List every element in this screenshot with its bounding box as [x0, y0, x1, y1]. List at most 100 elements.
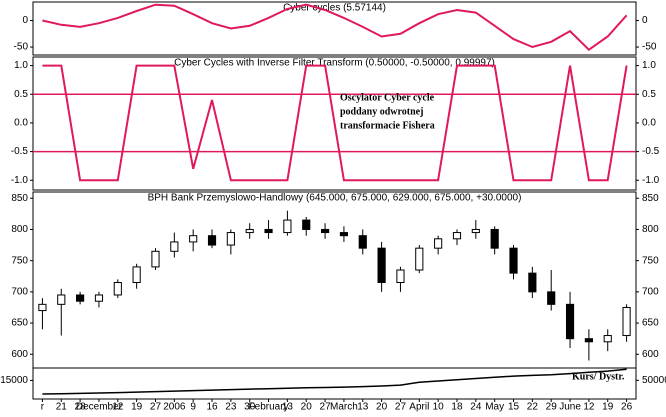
candle-body	[565, 303, 575, 340]
y-tick-label: -0.5	[11, 146, 29, 157]
x-tick-label: 16	[206, 402, 218, 412]
x-tick-label: 27	[150, 402, 162, 412]
x-tick-label: 29	[546, 402, 558, 412]
y-tick-label-right: -0.5	[642, 146, 660, 157]
panel-frame	[32, 367, 637, 400]
candle-body	[622, 306, 631, 337]
candle-body	[320, 228, 330, 234]
candle-body	[245, 228, 254, 234]
candle-body	[94, 294, 104, 302]
candle-body	[264, 228, 273, 234]
candle-body	[490, 228, 499, 249]
panel-frame	[32, 56, 637, 191]
y-tick-label-right: 750	[642, 255, 659, 266]
candle-body	[584, 338, 593, 343]
x-tick-label: February	[249, 402, 289, 412]
y-tick-label: 650	[11, 318, 28, 329]
candle-body	[471, 228, 480, 234]
y-tick-label: 700	[11, 286, 28, 297]
candle-body	[452, 232, 462, 240]
y-tick-label: 0.0	[14, 118, 28, 129]
y-tick-label: 15000	[0, 375, 28, 386]
candle-body	[339, 232, 349, 237]
candle-body	[283, 219, 292, 234]
x-tick-label: 26	[621, 402, 633, 412]
y-tick-label: 850	[11, 193, 28, 204]
x-tick-label: 30	[244, 402, 256, 412]
y-tick-label-right: 1.0	[642, 60, 656, 71]
y-tick-label-right: 650	[642, 318, 659, 329]
y-tick-label-right: 0	[642, 15, 648, 26]
candle-body	[396, 269, 405, 283]
x-tick-label: r	[41, 402, 45, 412]
x-tick-label: 12	[112, 402, 124, 412]
annotation: transformacie Fishera	[340, 120, 435, 131]
x-tick-label: 13	[357, 402, 369, 412]
x-tick-label: 24	[470, 402, 482, 412]
candle-body	[603, 335, 612, 343]
panel-title: BPH Bank Przemyslowo-Handlowy (645.000, …	[148, 193, 522, 204]
y-tick-label-right: -50	[642, 42, 657, 53]
y-tick-label: 0.5	[14, 89, 28, 100]
candle-body	[76, 294, 85, 302]
x-tick-label: 20	[301, 402, 313, 412]
y-tick-label-right: 600	[642, 349, 659, 360]
x-tick-label: 21	[56, 402, 68, 412]
y-tick-label-right: 700	[642, 286, 659, 297]
x-tick-label: 28	[75, 402, 87, 412]
x-tick-label: May	[485, 402, 504, 412]
x-tick-label: 27	[320, 402, 332, 412]
y-tick-label-right: 0.5	[642, 89, 656, 100]
x-tick-label: 12	[583, 402, 595, 412]
x-tick-label: 19	[602, 402, 614, 412]
x-tick-label: 13	[282, 402, 294, 412]
x-tick-label: June	[559, 402, 581, 412]
candle-body	[132, 266, 141, 283]
y-tick-label: -50	[14, 42, 29, 53]
x-tick-label: March	[330, 402, 358, 412]
x-tick-label: 2006	[163, 402, 186, 412]
y-tick-label-right: 850	[642, 193, 659, 204]
annotation: poddany odwrotnej	[340, 106, 423, 117]
candle-body	[226, 232, 235, 246]
candle-body	[547, 291, 556, 305]
annotation: Kurs/ Dystr.	[572, 371, 625, 382]
x-tick-label: 22	[527, 402, 539, 412]
series-line	[42, 3, 628, 51]
y2-tick-label: 50000	[642, 375, 666, 386]
candle-body	[113, 281, 122, 296]
y-tick-label: 800	[11, 224, 28, 235]
x-tick-label: 27	[395, 402, 407, 412]
y-tick-label-right: 0.0	[642, 118, 656, 129]
y-tick-label: 750	[11, 255, 28, 266]
x-tick-label: 18	[451, 402, 463, 412]
y-tick-label: 600	[11, 349, 28, 360]
y-tick-label: 0	[22, 15, 28, 26]
series-line	[42, 64, 628, 182]
x-tick-label: December	[76, 402, 123, 412]
x-tick-label: 23	[225, 402, 237, 412]
candle-body	[358, 235, 367, 249]
x-tick-label: 10	[433, 402, 445, 412]
x-tick-label: 15	[508, 402, 520, 412]
panel-title: Cyber cycles (5.57144)	[283, 3, 386, 14]
candle-body	[509, 247, 518, 274]
y-tick-label-right: 800	[642, 224, 659, 235]
x-tick-label: April	[409, 402, 429, 412]
x-tick-label: 20	[376, 402, 388, 412]
candle-body	[528, 272, 537, 293]
candle-body	[170, 241, 179, 252]
annotation: Oscylator Cyber cycle	[340, 92, 435, 103]
x-tick-label: 19	[131, 402, 143, 412]
candle-body	[302, 219, 311, 230]
candle-body	[415, 247, 424, 271]
y-tick-label: -1.0	[11, 175, 29, 186]
candle-body	[189, 235, 198, 243]
candle-body	[57, 294, 66, 305]
x-tick-label: 9	[190, 402, 196, 412]
candle-body	[151, 250, 160, 268]
panel-title: Cyber Cycles with Inverse Filter Transfo…	[174, 58, 495, 69]
candle-body	[377, 247, 386, 283]
